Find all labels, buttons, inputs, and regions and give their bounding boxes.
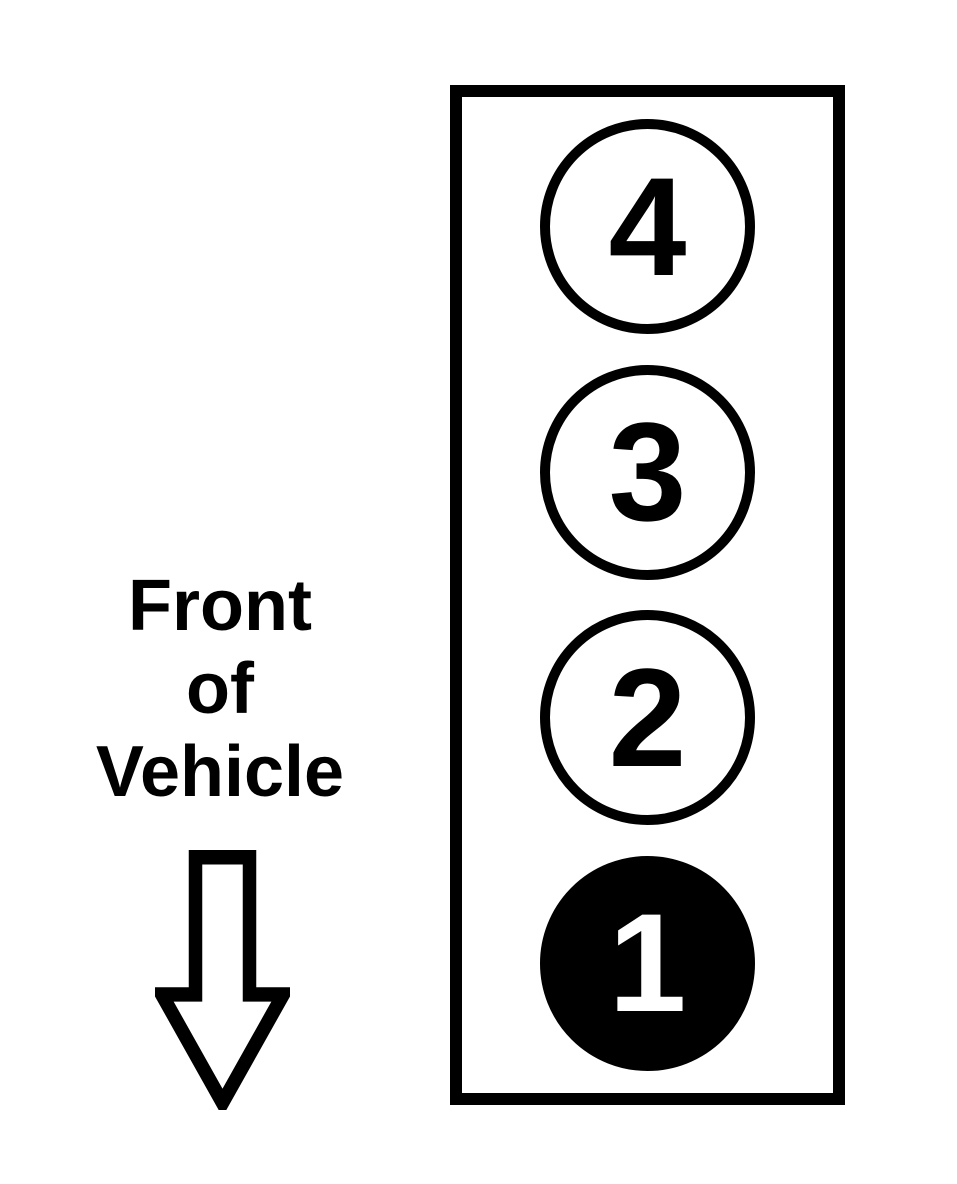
cylinder-number-2: 2	[609, 637, 687, 799]
cylinder-2: 2	[540, 610, 755, 825]
front-of-vehicle-label: Front of Vehicle	[45, 565, 395, 813]
label-line-2: of	[45, 648, 395, 731]
cylinder-number-4: 4	[609, 146, 687, 308]
label-line-3: Vehicle	[45, 731, 395, 814]
cylinder-4: 4	[540, 119, 755, 334]
label-line-1: Front	[45, 565, 395, 648]
down-arrow-icon	[155, 850, 290, 1110]
cylinder-3: 3	[540, 365, 755, 580]
cylinder-1: 1	[540, 856, 755, 1071]
cylinder-number-3: 3	[609, 391, 687, 553]
engine-block: 4 3 2 1	[450, 85, 845, 1105]
cylinder-number-1: 1	[609, 882, 687, 1044]
